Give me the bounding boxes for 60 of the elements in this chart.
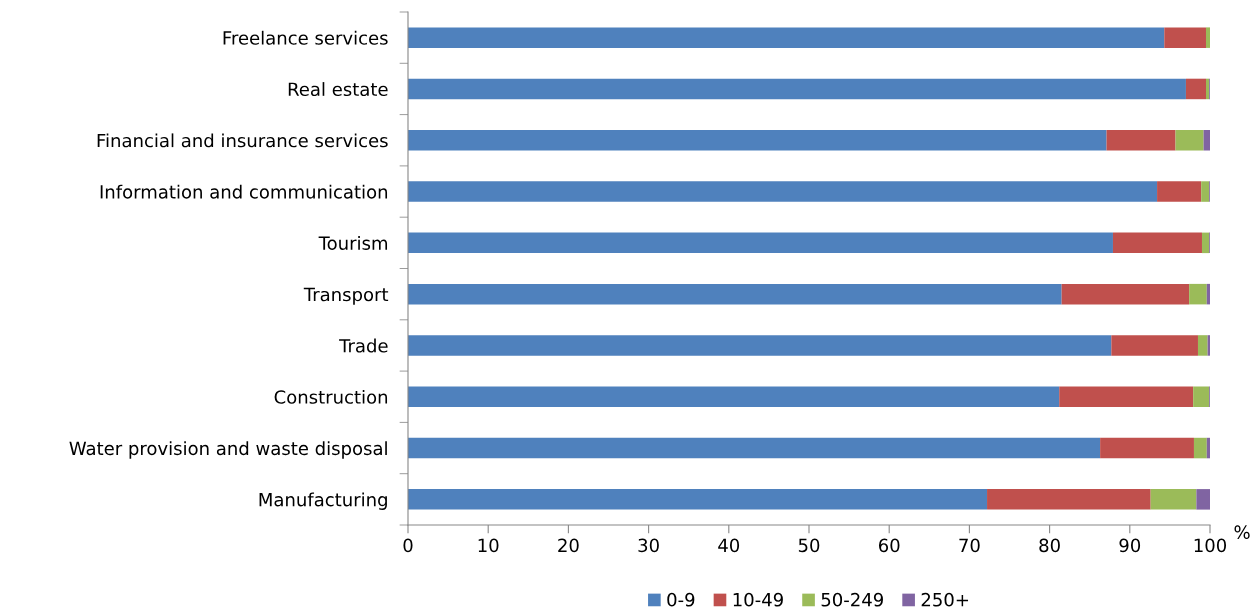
bar xyxy=(408,437,1101,459)
x-axis-title: % xyxy=(1234,525,1250,539)
bar xyxy=(1106,129,1176,151)
x-tick-label: 30 xyxy=(638,538,659,553)
bar xyxy=(1205,27,1210,48)
bar xyxy=(408,181,1158,202)
y-tick-label: Construction xyxy=(274,389,388,404)
x-tick-label: 20 xyxy=(558,538,579,553)
x-tick-label: 50 xyxy=(798,538,820,553)
bar xyxy=(1206,437,1210,459)
y-tick-label: Financial and insurance services xyxy=(97,133,388,148)
y-tick-label: Information and communication xyxy=(100,184,388,199)
bar xyxy=(987,489,1151,510)
bar xyxy=(1201,232,1210,254)
bar xyxy=(408,489,988,510)
bar xyxy=(1197,335,1208,356)
bar xyxy=(1206,283,1210,305)
bar xyxy=(1189,283,1207,305)
bar xyxy=(1059,386,1194,408)
bar xyxy=(1205,78,1210,100)
bar xyxy=(1164,27,1206,48)
y-tick-label: Freelance services xyxy=(223,30,388,45)
legend-label: 250+ xyxy=(921,592,969,607)
y-tick-label: Manufacturing xyxy=(259,492,387,510)
y-tick-label: Trade xyxy=(339,338,388,353)
bar xyxy=(408,129,1107,151)
bar xyxy=(1193,437,1207,459)
bar xyxy=(1111,335,1198,356)
legend-label: 0-9 xyxy=(667,592,695,607)
x-tick-label: 100 xyxy=(1194,538,1227,553)
bar xyxy=(1185,78,1206,100)
bar xyxy=(1100,437,1194,459)
bar xyxy=(1150,489,1197,510)
x-tick-label: 0 xyxy=(403,538,413,553)
x-tick-label: 90 xyxy=(1119,538,1141,553)
y-tick-label: Real estate xyxy=(288,82,388,97)
bar xyxy=(408,78,1186,100)
y-tick-label: Transport xyxy=(303,287,389,305)
bar xyxy=(1157,181,1202,202)
x-tick-label: 60 xyxy=(878,538,900,553)
bar xyxy=(1201,181,1210,202)
y-tick-label: Tourism xyxy=(318,235,388,250)
legend-label: 50-249 xyxy=(821,592,883,607)
x-tick-label: 80 xyxy=(1039,538,1060,553)
bar xyxy=(408,335,1112,356)
legend-label: 10-49 xyxy=(733,592,783,607)
bar xyxy=(408,27,1165,48)
bar xyxy=(1203,129,1210,151)
bar xyxy=(408,386,1060,408)
x-tick-label: 40 xyxy=(718,538,740,553)
x-tick-label: 70 xyxy=(959,538,980,553)
bar xyxy=(408,283,1062,305)
bar xyxy=(1196,489,1210,510)
x-tick-label: 10 xyxy=(478,538,499,553)
bar xyxy=(1175,129,1204,151)
bar xyxy=(408,232,1113,254)
y-tick-label: Water provision and waste disposal xyxy=(69,441,387,459)
bar xyxy=(1061,283,1190,305)
bar xyxy=(1112,232,1202,254)
bar xyxy=(1193,386,1210,408)
